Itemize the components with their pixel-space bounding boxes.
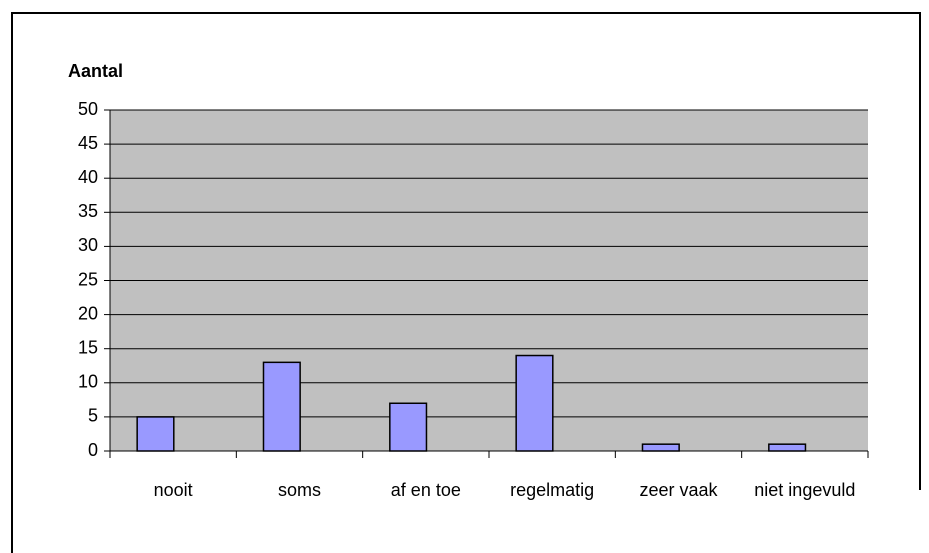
bar [389, 402, 428, 452]
y-tick-label: 0 [88, 440, 98, 460]
bar [515, 354, 554, 452]
x-tick-label: niet ingevuld [754, 480, 855, 500]
x-tick-label: af en toe [391, 480, 461, 500]
bar [641, 443, 680, 452]
y-tick-label: 5 [88, 406, 98, 426]
y-tick-label: 40 [78, 167, 98, 187]
y-tick-label: 50 [78, 99, 98, 119]
y-tick-label: 25 [78, 269, 98, 289]
y-tick-label: 35 [78, 201, 98, 221]
x-tick-label: soms [278, 480, 321, 500]
x-tick-label: zeer vaak [639, 480, 718, 500]
x-tick-label: nooit [154, 480, 193, 500]
y-tick-label: 30 [78, 235, 98, 255]
y-tick-label: 10 [78, 372, 98, 392]
y-tick-label: 20 [78, 303, 98, 323]
chart-title: Aantal [68, 61, 123, 81]
y-tick-label: 15 [78, 337, 98, 357]
y-tick-label: 45 [78, 133, 98, 153]
x-tick-label: regelmatig [510, 480, 594, 500]
bar [262, 361, 301, 452]
bar [768, 443, 807, 452]
bar [136, 416, 175, 452]
